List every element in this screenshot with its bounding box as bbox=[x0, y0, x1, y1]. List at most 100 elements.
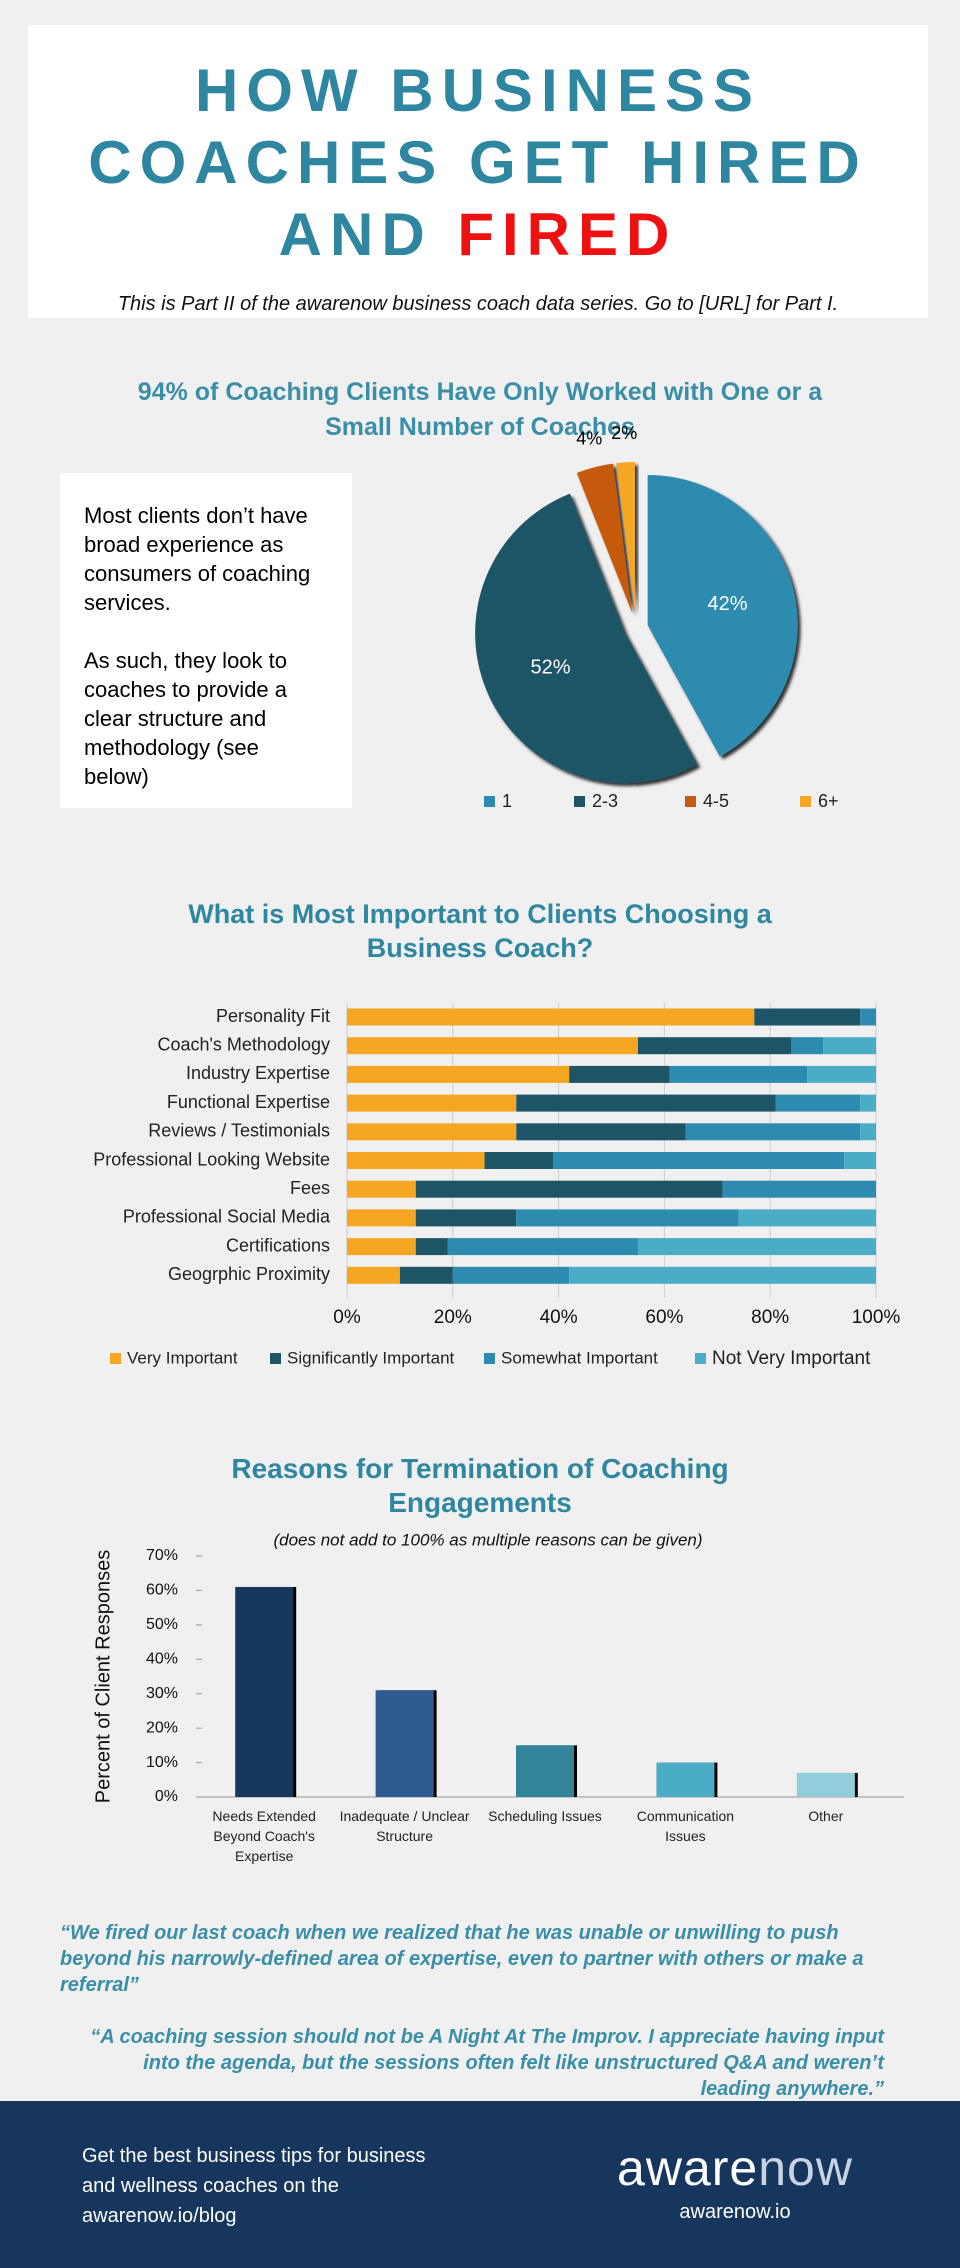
legend-label: Very Important bbox=[127, 1348, 238, 1367]
bar bbox=[796, 1772, 855, 1797]
bar-segment bbox=[722, 1180, 876, 1198]
y-tick-label: 60% bbox=[146, 1582, 178, 1599]
x-tick-label: 0% bbox=[333, 1307, 361, 1328]
bar-segment bbox=[823, 1037, 876, 1055]
bar-segment bbox=[452, 1266, 570, 1284]
y-tick-label: Personality Fit bbox=[216, 1006, 330, 1026]
x-tick-label: 40% bbox=[540, 1307, 578, 1328]
bar-segment bbox=[807, 1065, 876, 1083]
bar-segment bbox=[669, 1065, 808, 1083]
bar-segment bbox=[347, 1152, 485, 1169]
x-tick-label: 80% bbox=[751, 1307, 789, 1328]
y-tick-label: Fees bbox=[290, 1178, 330, 1198]
legend-swatch bbox=[685, 796, 696, 807]
bar-segment bbox=[347, 1266, 400, 1284]
bar-segment bbox=[569, 1266, 876, 1284]
pie-slice bbox=[475, 493, 698, 784]
header: HOW BUSINESS COACHES GET HIRED AND FIRED… bbox=[28, 25, 928, 318]
quote: “A coaching session should not be A Nigh… bbox=[90, 2026, 884, 2100]
data-label: 2% bbox=[611, 423, 637, 443]
bar-segment bbox=[347, 1180, 416, 1198]
y-tick-label: Industry Expertise bbox=[186, 1063, 330, 1083]
legend-swatch bbox=[484, 1353, 495, 1364]
logo: awarenow bbox=[590, 2139, 880, 2197]
bar-segment bbox=[399, 1266, 453, 1284]
x-tick-label: Needs Extended Beyond Coach's Expertise bbox=[212, 1808, 316, 1864]
bar-segment bbox=[347, 1037, 638, 1055]
y-tick-label: Functional Expertise bbox=[167, 1092, 330, 1112]
side-note: Most clients don’t have broad experience… bbox=[60, 473, 352, 808]
legend-label: 1 bbox=[502, 791, 512, 811]
legend-label: 6+ bbox=[818, 791, 839, 811]
bar-segment bbox=[415, 1209, 517, 1227]
title-accent: FIRED bbox=[457, 201, 678, 268]
y-tick-label: 70% bbox=[146, 1547, 178, 1564]
bar bbox=[516, 1745, 574, 1797]
y-tick-label: Certifications bbox=[226, 1235, 330, 1255]
legend-swatch bbox=[695, 1353, 706, 1364]
title-word: AND bbox=[278, 201, 433, 268]
bar-segment bbox=[754, 1008, 861, 1026]
bar-segment bbox=[347, 1065, 570, 1083]
bar-segment bbox=[844, 1152, 876, 1169]
legend-label: Somewhat Important bbox=[501, 1348, 658, 1367]
bar-segment bbox=[415, 1180, 723, 1198]
bar-segment bbox=[516, 1094, 776, 1112]
bar-segment bbox=[860, 1008, 876, 1026]
bar-segment bbox=[347, 1094, 517, 1112]
legend-label: 2-3 bbox=[592, 791, 618, 811]
chart-title: What is Most Important to Clients Choosi… bbox=[188, 899, 772, 963]
logo-part: aware bbox=[617, 2140, 759, 2196]
data-label: 52% bbox=[530, 657, 570, 679]
y-tick-label: 0% bbox=[155, 1788, 178, 1805]
legend-swatch bbox=[270, 1353, 281, 1364]
y-tick-label: Professional Social Media bbox=[123, 1207, 331, 1227]
y-tick-label: 20% bbox=[146, 1719, 178, 1736]
chart-title: 94% of Coaching Clients Have Only Worked… bbox=[138, 378, 823, 441]
bar bbox=[235, 1586, 294, 1797]
x-tick-label: Scheduling Issues bbox=[488, 1808, 602, 1824]
y-tick-label: 30% bbox=[146, 1685, 178, 1702]
bar-segment bbox=[516, 1123, 686, 1141]
legend-label: 4-5 bbox=[703, 791, 729, 811]
x-tick-label: Communication Issues bbox=[636, 1808, 735, 1844]
y-axis-label: Percent of Client Responses bbox=[92, 1550, 114, 1803]
y-tick-label: Reviews / Testimonials bbox=[148, 1121, 330, 1141]
bar-segment bbox=[415, 1238, 448, 1256]
legend-swatch bbox=[800, 796, 811, 807]
charts: 94% of Coaching Clients Have Only Worked… bbox=[92, 378, 904, 1805]
bar-segment bbox=[738, 1209, 876, 1227]
y-tick-label: Professional Looking Website bbox=[93, 1149, 330, 1169]
legend-label: Not Very Important bbox=[712, 1348, 871, 1369]
footer: Get the best business tips for business … bbox=[0, 2101, 960, 2268]
paragraph: As such, they look to coaches to provide… bbox=[84, 648, 288, 789]
bar bbox=[375, 1690, 434, 1797]
bar-segment bbox=[685, 1123, 861, 1141]
pie-slice bbox=[576, 463, 633, 613]
pie-slice bbox=[616, 462, 635, 613]
legend-swatch bbox=[484, 796, 495, 807]
y-tick-label: Geogrphic Proximity bbox=[168, 1264, 330, 1284]
bar-segment bbox=[347, 1209, 416, 1227]
bar-segment bbox=[447, 1238, 638, 1256]
bar-segment bbox=[347, 1123, 517, 1141]
y-tick-label: 50% bbox=[146, 1616, 178, 1633]
legend-swatch bbox=[110, 1353, 121, 1364]
data-label: 42% bbox=[708, 593, 748, 615]
chart-title: Reasons for Termination of Coaching Engag… bbox=[231, 1453, 728, 1518]
bar-segment bbox=[553, 1152, 845, 1169]
subtitle: This is Part II of the awarenow business… bbox=[117, 293, 839, 315]
bar-segment bbox=[347, 1008, 755, 1026]
bar-segment bbox=[860, 1123, 876, 1141]
title-line: HOW BUSINESS bbox=[194, 57, 762, 124]
x-tick-label: 60% bbox=[645, 1307, 683, 1328]
footer-url: awarenow.io bbox=[679, 2201, 791, 2223]
bar-segment bbox=[637, 1037, 792, 1055]
bar-segment bbox=[637, 1238, 876, 1256]
y-tick-label: 40% bbox=[146, 1651, 178, 1668]
y-tick-label: Coach's Methodology bbox=[157, 1034, 330, 1054]
bar-segment bbox=[860, 1094, 876, 1112]
bar-segment bbox=[791, 1037, 824, 1055]
x-tick-label: 20% bbox=[434, 1307, 472, 1328]
